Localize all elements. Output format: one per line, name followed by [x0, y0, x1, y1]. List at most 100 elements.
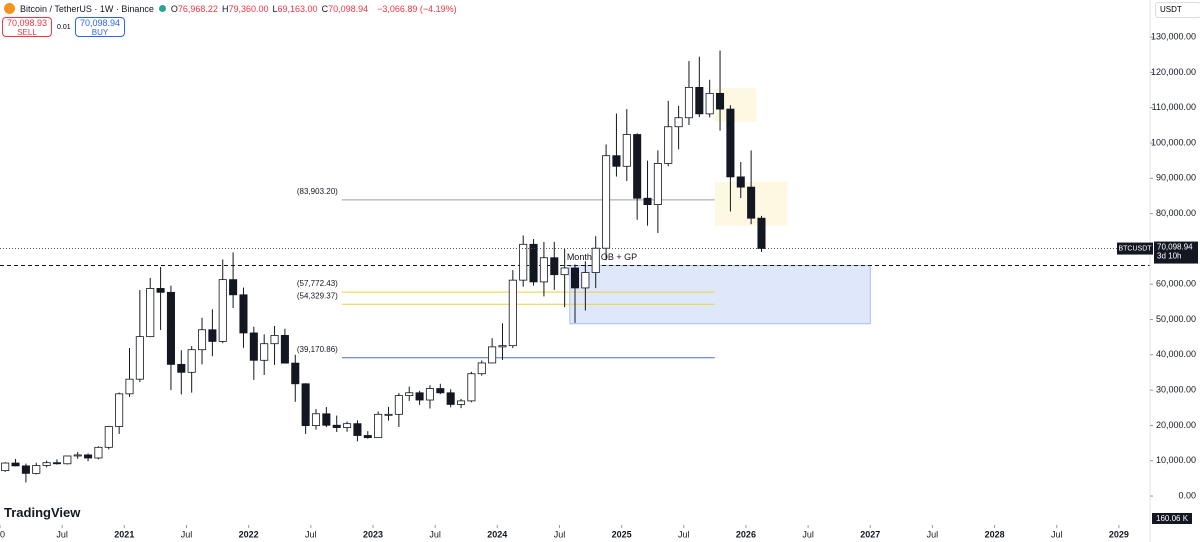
candle-body	[716, 92, 725, 110]
candle-body	[11, 462, 20, 467]
candle-body	[146, 288, 155, 338]
ohlc: O76,968.22 H79,360.00 L69,163.00 C70,098.94	[171, 4, 372, 14]
candle-body	[94, 446, 103, 459]
x-tick-label: 2028	[985, 529, 1005, 539]
candle-body	[519, 243, 528, 281]
ohlc-key: L	[272, 3, 278, 14]
candle-body	[602, 155, 611, 249]
candle-body	[84, 454, 93, 459]
x-tick-label: Jul	[678, 529, 690, 539]
symbol: Bitcoin / TetherUS · 1W · Binance	[20, 3, 154, 14]
ohlc-value: 70,098.94	[328, 3, 369, 14]
price-tag-countdown: 3d 10h	[1157, 252, 1181, 261]
ohlc-item: C70,098.94	[322, 4, 369, 14]
coin-icon	[4, 3, 15, 14]
candle-body	[218, 279, 227, 342]
candle-body	[539, 257, 548, 283]
zone	[569, 265, 871, 325]
candle-body	[508, 279, 517, 347]
candle-body	[301, 383, 310, 427]
x-tick-label: 2029	[1109, 529, 1129, 539]
candle-body	[260, 343, 269, 361]
candle-body	[166, 291, 175, 365]
price-axis-bg	[1150, 0, 1200, 542]
candle-body	[488, 346, 497, 364]
x-tick-label: Jul	[181, 529, 193, 539]
buy-label: BUY	[91, 28, 109, 37]
candle-body	[560, 267, 569, 276]
ohlc-value: 79,360.00	[228, 3, 269, 14]
y-tick-label: 110,000.00	[1152, 102, 1196, 112]
y-tick-label: 40,000.00	[1156, 349, 1196, 359]
y-tick-label: 120,000.00	[1151, 67, 1196, 77]
candle-body	[332, 424, 341, 428]
candle-body	[208, 329, 217, 342]
x-tick-label: 2026	[736, 529, 756, 539]
candle-body	[322, 413, 331, 426]
x-tick-label: Jul	[56, 529, 68, 539]
candle-body	[591, 247, 600, 273]
candle-body	[633, 134, 642, 199]
candle-body	[467, 373, 476, 402]
sell-label: SELL	[17, 28, 37, 37]
candle-body	[384, 413, 393, 416]
buy-button[interactable]: 70,098.94 BUY	[75, 17, 125, 37]
candle-body	[73, 454, 82, 457]
candle-body	[52, 462, 62, 465]
candle-body	[115, 393, 124, 427]
x-tick-label: Jul	[305, 529, 317, 539]
candle-body	[280, 335, 289, 364]
candle-body	[311, 413, 321, 427]
y-tick-label: 10,000.00	[1156, 455, 1196, 465]
x-tick-label: Jul	[429, 529, 441, 539]
status-dot	[158, 5, 166, 12]
candle-body	[436, 388, 445, 394]
ohlc-value: 76,968.22	[177, 3, 218, 14]
candle-body	[653, 163, 662, 205]
candle-body	[42, 462, 51, 466]
candle-body	[570, 267, 580, 289]
price-tag	[1154, 241, 1198, 264]
candle-body	[177, 363, 186, 373]
logo: TradingView	[4, 505, 81, 520]
candle-body	[239, 294, 248, 334]
price-tag-name: BTCUSDT	[1118, 245, 1152, 252]
candle-body	[270, 335, 279, 345]
candle-body	[736, 176, 745, 188]
ohlc-key: C	[321, 3, 329, 14]
candle-body	[643, 197, 652, 205]
y-tick-label: 80,000.00	[1156, 208, 1196, 218]
candle-body	[135, 336, 144, 380]
candle-body	[104, 426, 113, 448]
candle-body	[125, 378, 134, 395]
candle-body	[726, 108, 735, 178]
header: Bitcoin / TetherUS · 1W · Binance O76,96…	[0, 0, 461, 17]
candle-body	[198, 329, 207, 351]
x-tick-label: 2025	[612, 529, 632, 539]
x-tick-label: 2023	[363, 529, 383, 539]
sell-button[interactable]: 70,098.93 SELL	[2, 17, 52, 37]
candle-body	[415, 392, 424, 401]
candle-body	[343, 423, 352, 428]
candle-body	[21, 465, 30, 474]
candle-body	[674, 117, 683, 128]
candle-body	[695, 86, 704, 115]
candle-body	[664, 126, 673, 164]
y-tick-label: 50,000.00	[1156, 314, 1196, 324]
candle-body	[249, 332, 258, 361]
level-label: (57,772.43)	[297, 279, 338, 288]
volume-label: 160.06 K	[1152, 513, 1193, 524]
x-tick-label: Jul	[802, 529, 814, 539]
candle-body	[63, 455, 72, 465]
spread: 0.01	[57, 24, 71, 31]
candle-body	[550, 257, 559, 276]
y-tick-label: 90,000.00	[1156, 173, 1196, 183]
y-tick-label: 20,000.00	[1156, 420, 1196, 430]
y-tick-label: 30,000.00	[1156, 385, 1196, 395]
change: −3,066.89 (−4.19%)	[377, 3, 457, 14]
currency-button[interactable]: USDT	[1155, 2, 1200, 18]
zone-label: Monthly OB + GP	[567, 252, 637, 262]
x-tick-label: Jul	[1051, 529, 1063, 539]
